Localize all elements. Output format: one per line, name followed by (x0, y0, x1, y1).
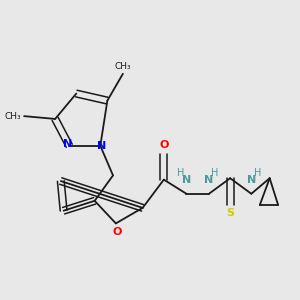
Text: N: N (97, 141, 106, 151)
Text: H: H (211, 168, 218, 178)
Text: H: H (177, 168, 184, 178)
Text: O: O (112, 227, 122, 237)
Text: O: O (159, 140, 169, 150)
Text: H: H (254, 168, 261, 178)
Text: N: N (204, 175, 214, 185)
Text: N: N (247, 175, 256, 185)
Text: N: N (63, 140, 73, 149)
Text: N: N (182, 175, 191, 185)
Text: S: S (226, 208, 234, 218)
Text: CH₃: CH₃ (4, 112, 21, 121)
Text: CH₃: CH₃ (115, 62, 131, 71)
